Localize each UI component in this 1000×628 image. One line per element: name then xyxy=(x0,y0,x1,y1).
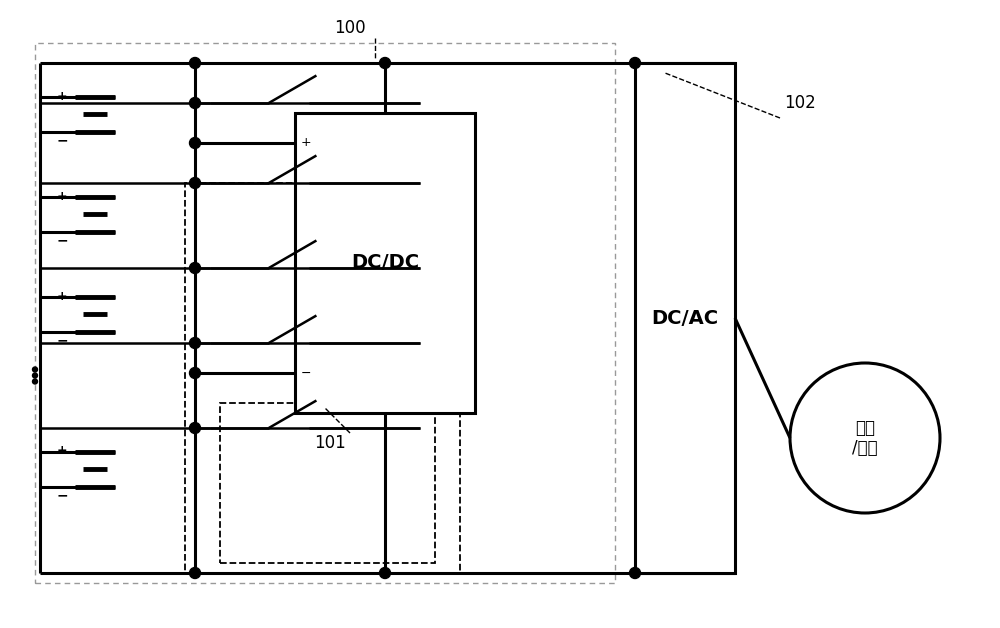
Circle shape xyxy=(380,58,390,68)
Circle shape xyxy=(190,97,200,109)
Bar xyxy=(295,113,475,413)
Text: −: − xyxy=(56,233,68,247)
Text: −: − xyxy=(56,133,68,147)
Text: +: + xyxy=(57,90,67,102)
Text: +: + xyxy=(57,190,67,202)
Text: +: + xyxy=(57,445,67,458)
Text: −: − xyxy=(301,367,311,379)
Text: 电网
/负载: 电网 /负载 xyxy=(852,419,878,457)
Text: +: + xyxy=(301,136,311,149)
Circle shape xyxy=(630,568,640,578)
Bar xyxy=(35,43,615,583)
Text: 100: 100 xyxy=(334,19,366,37)
Circle shape xyxy=(190,568,200,578)
Bar xyxy=(185,183,460,573)
Text: 102: 102 xyxy=(784,94,816,112)
Text: +: + xyxy=(57,290,67,303)
Text: −: − xyxy=(56,488,68,502)
Circle shape xyxy=(190,263,200,274)
Text: DC/AC: DC/AC xyxy=(651,308,719,327)
Circle shape xyxy=(32,367,38,372)
Circle shape xyxy=(32,379,38,384)
Circle shape xyxy=(190,337,200,349)
Circle shape xyxy=(190,138,200,148)
Circle shape xyxy=(630,58,640,68)
Circle shape xyxy=(190,58,200,68)
Circle shape xyxy=(190,367,200,379)
Bar xyxy=(635,63,735,573)
Text: 101: 101 xyxy=(314,434,346,452)
Circle shape xyxy=(190,178,200,188)
Bar xyxy=(220,403,435,563)
Text: DC/DC: DC/DC xyxy=(351,254,419,273)
Circle shape xyxy=(32,373,38,378)
Text: −: − xyxy=(56,333,68,347)
Circle shape xyxy=(380,568,390,578)
Circle shape xyxy=(190,423,200,433)
